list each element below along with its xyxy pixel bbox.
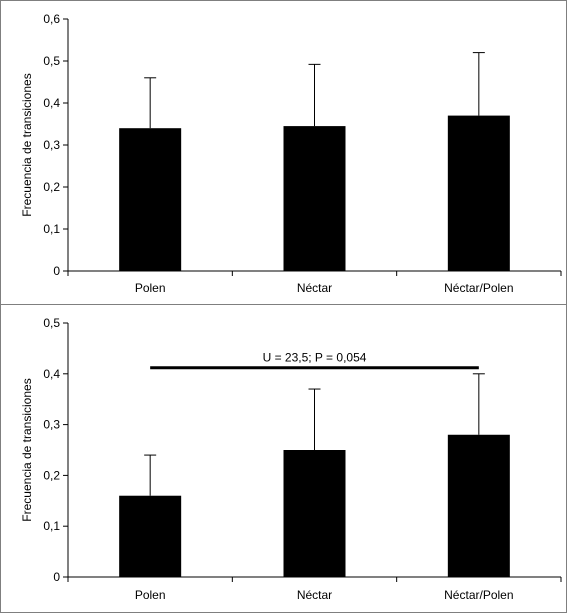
- bar: [119, 128, 182, 271]
- x-tick-label: Néctar/Polen: [444, 281, 513, 295]
- bar: [283, 450, 346, 577]
- y-axis-title: Frecuencia de transiciones: [20, 73, 34, 216]
- y-tick-label: 0,5: [43, 54, 60, 68]
- chart-bottom: 0 0,1 0,2 0,3 0,4 0,5 Polen Néctar Néctar/Polen F…: [20, 316, 562, 602]
- y-tick-label: 0,2: [43, 180, 60, 194]
- x-tick-label: Polen: [135, 588, 166, 602]
- bar: [447, 434, 510, 577]
- x-tick-label: Néctar: [297, 281, 332, 295]
- y-tick-label: 0,1: [43, 222, 60, 236]
- bar: [283, 126, 346, 271]
- x-tick-label: Néctar/Polen: [444, 588, 513, 602]
- significance-annotation: U = 23,5; P = 0,054: [263, 351, 367, 365]
- y-tick-label: 0,2: [43, 468, 60, 482]
- panel-divider: [1, 304, 567, 305]
- chart-top: 0 0,1 0,2 0,3 0,4 0,5 0,6 Polen Néctar Néctar/Pol…: [20, 12, 562, 295]
- y-tick-label: 0,1: [43, 519, 60, 533]
- y-tick-label: 0,6: [43, 12, 60, 26]
- y-tick-label: 0,3: [43, 138, 60, 152]
- y-tick-label: 0,3: [43, 418, 60, 432]
- plot-group: 0 0,1 0,2 0,3 0,4 0,5 Polen Néctar Néctar/Polen F…: [20, 316, 562, 602]
- bar: [119, 495, 182, 577]
- x-tick-label: Polen: [135, 281, 166, 295]
- y-tick-label: 0: [53, 570, 60, 584]
- y-tick-label: 0: [53, 264, 60, 278]
- plot-group: 0 0,1 0,2 0,3 0,4 0,5 0,6 Polen Néctar Néctar/Pol…: [20, 12, 562, 295]
- y-tick-label: 0,5: [43, 316, 60, 330]
- y-tick-label: 0,4: [43, 367, 60, 381]
- x-tick-label: Néctar: [297, 588, 332, 602]
- y-tick-label: 0,4: [43, 96, 60, 110]
- y-axis-title: Frecuencia de transiciones: [20, 378, 34, 521]
- bar: [447, 115, 510, 271]
